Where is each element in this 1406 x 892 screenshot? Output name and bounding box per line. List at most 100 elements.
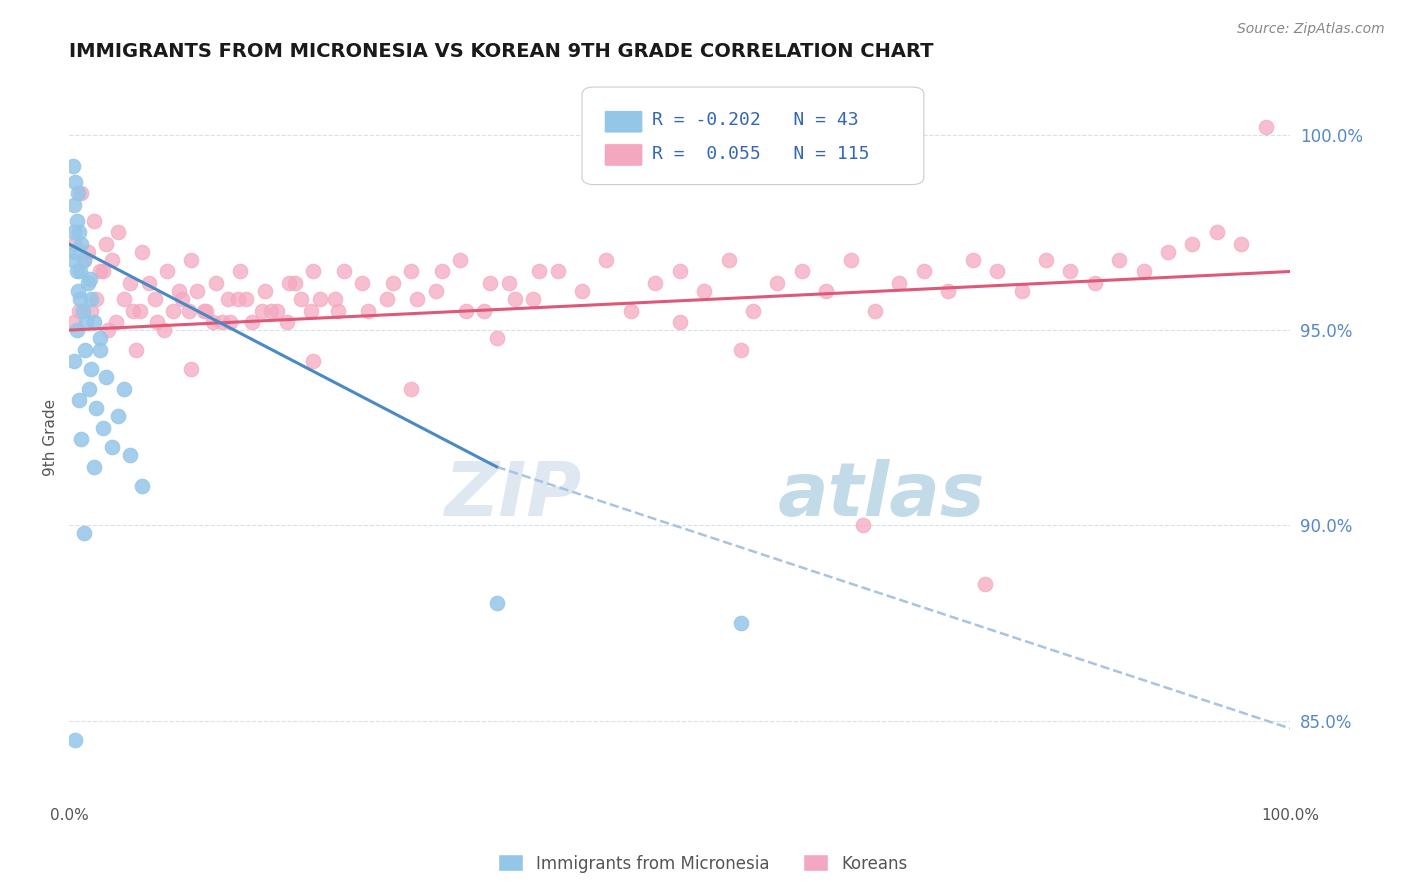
Point <box>84 401 107 416</box>
Point <box>302 264 325 278</box>
Point <box>425 284 447 298</box>
Point <box>193 303 215 318</box>
Point <box>89 264 111 278</box>
Point <box>202 315 225 329</box>
Point <box>73 252 96 267</box>
Point <box>454 303 477 318</box>
Point <box>668 264 690 278</box>
Point <box>194 303 217 318</box>
Point <box>97 323 120 337</box>
Point <box>125 343 148 357</box>
Point <box>101 252 124 267</box>
Point <box>406 292 429 306</box>
Point <box>83 213 105 227</box>
Point <box>375 292 398 306</box>
Point <box>67 393 90 408</box>
Point <box>485 597 508 611</box>
Point <box>101 440 124 454</box>
FancyBboxPatch shape <box>605 111 643 133</box>
Point <box>204 276 226 290</box>
Point <box>1157 244 1180 259</box>
Text: Source: ZipAtlas.com: Source: ZipAtlas.com <box>1237 22 1385 37</box>
Point <box>219 315 242 329</box>
Point <box>80 292 103 306</box>
Point <box>146 315 169 329</box>
Point <box>65 264 87 278</box>
Point <box>65 175 87 189</box>
Point <box>120 448 142 462</box>
Point <box>93 421 115 435</box>
Point <box>485 331 508 345</box>
Point <box>112 382 135 396</box>
Point <box>65 733 87 747</box>
Point <box>107 226 129 240</box>
Point <box>522 292 544 306</box>
Point <box>120 276 142 290</box>
Point <box>69 292 91 306</box>
Point <box>472 303 495 318</box>
Point <box>1108 252 1130 267</box>
Point <box>503 292 526 306</box>
Point <box>276 315 298 329</box>
Point <box>156 264 179 278</box>
Point <box>79 272 101 286</box>
Point <box>863 303 886 318</box>
Point <box>1059 264 1081 278</box>
Point <box>730 615 752 630</box>
Point <box>974 577 997 591</box>
Point <box>153 323 176 337</box>
Point <box>299 303 322 318</box>
Point <box>131 244 153 259</box>
Point <box>936 284 959 298</box>
Point <box>790 264 813 278</box>
Point <box>266 303 288 318</box>
Text: ZIP: ZIP <box>444 458 582 532</box>
Point <box>65 323 87 337</box>
Point <box>73 526 96 541</box>
Point <box>177 303 200 318</box>
Y-axis label: 9th Grade: 9th Grade <box>44 399 58 476</box>
Point <box>253 284 276 298</box>
Text: IMMIGRANTS FROM MICRONESIA VS KOREAN 9TH GRADE CORRELATION CHART: IMMIGRANTS FROM MICRONESIA VS KOREAN 9TH… <box>69 42 934 61</box>
Point <box>852 518 875 533</box>
Point <box>620 303 643 318</box>
Point <box>63 198 86 212</box>
Point <box>186 284 208 298</box>
Point <box>235 292 257 306</box>
Point <box>1254 120 1277 134</box>
Point <box>65 237 87 252</box>
Point <box>352 276 374 290</box>
Point <box>260 303 283 318</box>
Point <box>63 226 86 240</box>
Point <box>278 276 301 290</box>
Point <box>290 292 312 306</box>
Text: atlas: atlas <box>778 458 984 532</box>
Point <box>65 244 87 259</box>
Point <box>889 276 911 290</box>
Point <box>66 186 89 201</box>
Point <box>89 343 111 357</box>
Point <box>986 264 1008 278</box>
Point <box>742 303 765 318</box>
Point <box>479 276 502 290</box>
Point <box>67 226 90 240</box>
Point <box>730 343 752 357</box>
Point <box>250 303 273 318</box>
FancyBboxPatch shape <box>605 144 643 167</box>
Point <box>529 264 551 278</box>
Point <box>104 315 127 329</box>
Point <box>308 292 330 306</box>
Point <box>399 382 422 396</box>
Point <box>69 264 91 278</box>
Point <box>93 264 115 278</box>
Point <box>143 292 166 306</box>
Point <box>66 284 89 298</box>
Point <box>226 292 249 306</box>
Point <box>89 331 111 345</box>
Point <box>326 303 349 318</box>
Point <box>76 276 98 290</box>
Point <box>217 292 239 306</box>
FancyBboxPatch shape <box>582 87 924 185</box>
Text: R = -0.202   N = 43: R = -0.202 N = 43 <box>651 111 858 128</box>
Point <box>1132 264 1154 278</box>
